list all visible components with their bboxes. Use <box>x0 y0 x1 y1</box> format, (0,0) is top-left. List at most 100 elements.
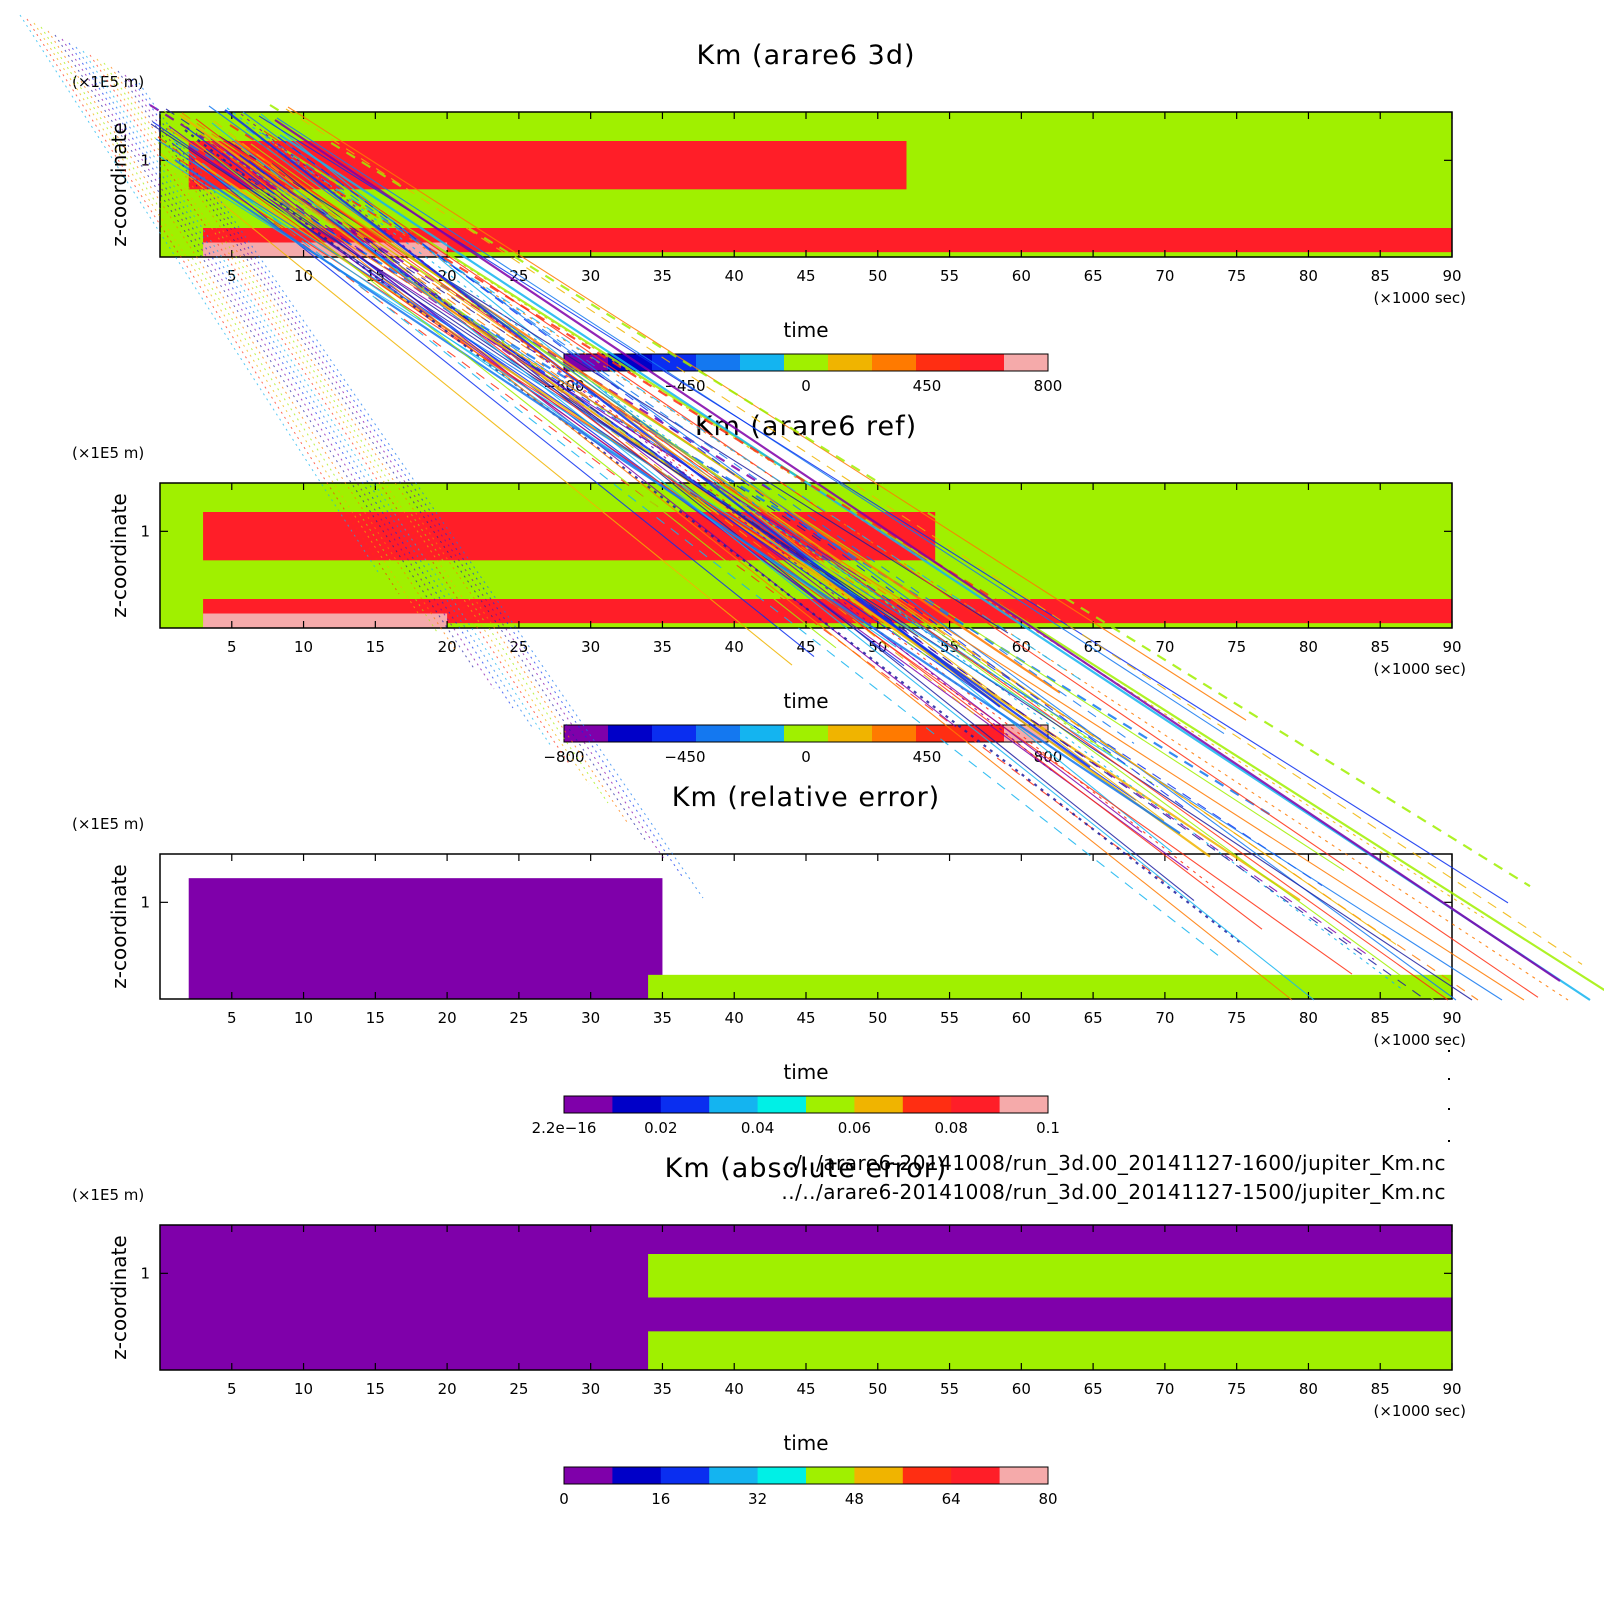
colorbar-swatch-8 <box>902 1096 952 1113</box>
x-tick-label: 55 <box>940 267 959 285</box>
x-unit-label: (×1000 sec) <box>1373 660 1466 678</box>
x-unit-label: (×1000 sec) <box>1373 289 1466 307</box>
colorbar-swatch-10 <box>960 725 1005 742</box>
x-tick-label: 75 <box>1227 638 1246 656</box>
streak-line <box>277 136 1187 810</box>
streak-line <box>240 113 1053 772</box>
colorbar-swatch-3 <box>652 725 697 742</box>
streak-line <box>195 118 1263 930</box>
x-tick-label: 20 <box>438 1380 457 1398</box>
x-tick-label: 90 <box>1442 1009 1461 1027</box>
panel-3: Km (relative error) 5 10 15 20 25 30 35 40 45 50 55… <box>72 782 1466 1137</box>
dot <box>1448 1108 1450 1110</box>
heatmap-fill <box>160 1225 1452 1370</box>
colorbar-swatch-10 <box>999 1096 1049 1113</box>
heatmap-region-1 <box>188 878 663 999</box>
x-tick-label: 45 <box>796 638 815 656</box>
y-tick-label: 1 <box>140 522 150 540</box>
y-unit-label: (×1E5 m) <box>72 815 144 833</box>
colorbar-swatch-2 <box>612 1467 662 1484</box>
streak-line <box>157 136 1167 884</box>
colorbar-frame <box>563 1466 1049 1485</box>
x-tick-label: 15 <box>366 1009 385 1027</box>
streak-line <box>192 161 897 648</box>
streak-line <box>263 130 1539 998</box>
colorbar-tick-label: 32 <box>748 1490 767 1508</box>
x-tick-label: 40 <box>725 1380 744 1398</box>
streak-line <box>203 150 919 637</box>
colorbar-swatch-6 <box>784 725 829 742</box>
x-unit-label: (×1000 sec) <box>1373 1402 1466 1420</box>
colorbar-swatch-1 <box>564 1096 613 1113</box>
x-tick-label: 70 <box>1155 638 1174 656</box>
colorbar-swatch-8 <box>872 725 917 742</box>
x-tick-label: 50 <box>868 1009 887 1027</box>
x-axis-label: time <box>783 318 828 342</box>
streak-line <box>258 115 1509 904</box>
streak-line <box>239 154 1091 768</box>
x-tick-label: 75 <box>1227 1380 1246 1398</box>
colorbar-swatch-10 <box>999 1467 1049 1484</box>
streak-line <box>229 124 1031 622</box>
x-tick-label: 45 <box>796 1380 815 1398</box>
colorbar-swatch-2 <box>608 725 653 742</box>
colorbar-swatch-1 <box>564 1467 613 1484</box>
x-tick-label: 35 <box>653 1380 672 1398</box>
colorbar-tick-label: 16 <box>651 1490 670 1508</box>
streak-line-dotted <box>68 42 514 709</box>
file-path-1: ../../arare6-20141008/run_3d.00_20141127… <box>781 1151 1446 1175</box>
colorbar-tick-label: −450 <box>664 748 705 766</box>
x-tick-label: 55 <box>940 1009 959 1027</box>
heatmap-region-3 <box>648 1331 1452 1370</box>
streak-line <box>221 152 1375 960</box>
heatmap-region-4 <box>203 242 448 257</box>
colorbar-tick-label: 450 <box>913 748 942 766</box>
x-tick-label: 60 <box>1012 638 1031 656</box>
x-tick-label: 45 <box>796 267 815 285</box>
panel-title: Km (absolute error) <box>665 1153 948 1184</box>
x-tick-label: 50 <box>868 267 887 285</box>
colorbar-swatch-9 <box>951 1467 1001 1484</box>
heatmap-region-2 <box>648 1254 1452 1298</box>
x-axis-label: time <box>783 1060 828 1084</box>
streak-line <box>274 119 1561 982</box>
colorbar-swatch-9 <box>916 725 961 742</box>
panel-title: Km (relative error) <box>672 782 940 813</box>
streak-line <box>179 114 1211 858</box>
x-tick-label: 10 <box>294 1380 313 1398</box>
file-paths: ../../arare6-20141008/run_3d.00_20141127… <box>781 1151 1446 1204</box>
colorbar-swatch-8 <box>902 1467 952 1484</box>
streak-line-dotted <box>89 54 571 766</box>
x-tick-label: 80 <box>1299 267 1318 285</box>
colorbar-swatch-2 <box>612 1096 662 1113</box>
streak-line <box>166 127 1525 1001</box>
x-tick-label: 20 <box>438 1009 457 1027</box>
x-tick-label: 30 <box>581 267 600 285</box>
colorbar-tick-label: 0 <box>559 1490 569 1508</box>
streak-line <box>247 126 1487 920</box>
colorbar-swatch-4 <box>696 354 741 371</box>
colorbar-tick-label: 64 <box>942 1490 961 1508</box>
colorbar-tick-label: 80 <box>1038 1490 1057 1508</box>
colorbar-swatch-11 <box>1004 354 1049 371</box>
x-tick-label: 80 <box>1299 638 1318 656</box>
x-tick-label: 80 <box>1299 1009 1318 1027</box>
colorbar-swatch-4 <box>709 1096 759 1113</box>
colorbar-swatch-3 <box>660 1467 710 1484</box>
streak-line <box>149 104 771 491</box>
x-tick-label: 5 <box>227 1380 237 1398</box>
colorbar-swatch-5 <box>740 354 785 371</box>
streak-line <box>176 157 845 593</box>
x-tick-label: 85 <box>1371 1380 1390 1398</box>
heatmap-fill <box>188 878 1452 999</box>
x-tick-label: 85 <box>1371 638 1390 656</box>
x-tick-label: 25 <box>509 1380 528 1398</box>
x-tick-label: 10 <box>294 267 313 285</box>
colorbar-tick-label: 0 <box>801 377 811 395</box>
x-tick-label: 15 <box>366 638 385 656</box>
streak-line <box>232 141 1397 945</box>
x-tick-label: 35 <box>653 267 672 285</box>
panel-title: Km (arare6 3d) <box>696 40 915 71</box>
y-unit-label: (×1E5 m) <box>72 1186 144 1204</box>
colorbar-tick-label: 0.02 <box>644 1119 677 1137</box>
